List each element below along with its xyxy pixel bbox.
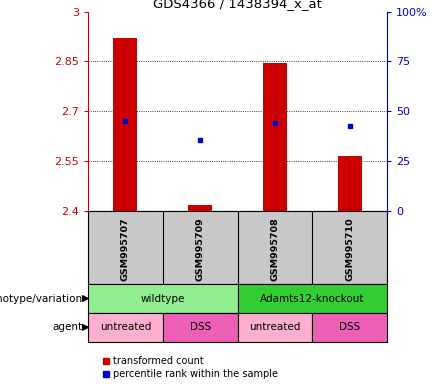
Bar	[88, 313, 163, 342]
Text: DSS: DSS	[190, 322, 211, 333]
Text: genotype/variation: genotype/variation	[0, 293, 82, 304]
Bar	[238, 284, 387, 313]
Title: GDS4366 / 1438394_x_at: GDS4366 / 1438394_x_at	[153, 0, 322, 10]
Bar	[163, 313, 238, 342]
Text: GSM995710: GSM995710	[345, 217, 354, 281]
Legend: transformed count, percentile rank within the sample: transformed count, percentile rank withi…	[102, 356, 279, 379]
Bar	[238, 313, 312, 342]
Text: Adamts12-knockout: Adamts12-knockout	[260, 293, 365, 304]
Text: GSM995708: GSM995708	[271, 217, 279, 281]
Bar	[263, 63, 287, 211]
Text: agent: agent	[52, 322, 82, 333]
Text: untreated: untreated	[100, 322, 151, 333]
Text: wildtype: wildtype	[141, 293, 185, 304]
Bar	[312, 313, 387, 342]
Text: untreated: untreated	[249, 322, 301, 333]
Text: GSM995707: GSM995707	[121, 217, 130, 281]
Bar	[188, 205, 212, 211]
Text: GSM995709: GSM995709	[196, 217, 205, 281]
Bar	[114, 38, 137, 211]
Bar	[338, 156, 362, 211]
Text: DSS: DSS	[339, 322, 360, 333]
Bar	[88, 284, 238, 313]
